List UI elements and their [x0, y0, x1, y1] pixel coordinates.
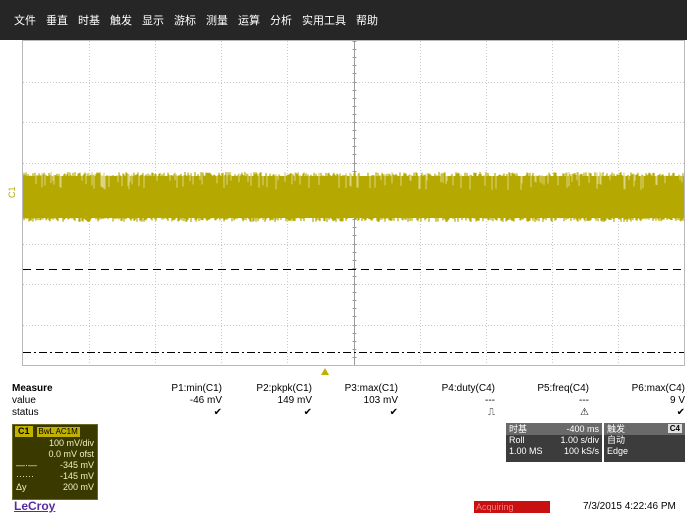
menu-vertical[interactable]: 垂直	[46, 14, 68, 27]
trigger-position-marker[interactable]	[321, 368, 329, 375]
cursor1-dashdot-icon: —·—	[16, 460, 37, 470]
trigger-title: 触发	[607, 424, 626, 434]
param-p5-status-icon: ⚠	[580, 407, 589, 418]
channel-tag: C1	[15, 426, 33, 437]
acquisition-status: Acquiring	[474, 501, 550, 513]
waveform-grid[interactable]	[22, 40, 685, 366]
status-row-label: status	[12, 407, 39, 418]
cursor1-value: -345 mV	[59, 460, 94, 470]
param-p2-name[interactable]: P2:pkpk(C1)	[256, 383, 312, 394]
trigger-descriptor[interactable]: 触发 C4 自动 Edge	[604, 423, 685, 462]
channel-coupling: BwL AC1M	[36, 426, 80, 437]
timebase-samples: 1.00 MS	[509, 446, 543, 456]
channel-offset: 0.0 mV ofst	[48, 449, 94, 459]
menu-file[interactable]: 文件	[14, 14, 36, 27]
menu-cursors[interactable]: 游标	[174, 14, 196, 27]
waveform-svg	[23, 41, 684, 365]
measure-title: Measure	[12, 383, 53, 394]
delta-value: 200 mV	[62, 482, 94, 492]
menu-display[interactable]: 显示	[142, 14, 164, 27]
channel-marker-c1: C1	[7, 186, 17, 198]
menu-utilities[interactable]: 实用工具	[302, 14, 346, 27]
menu-trigger[interactable]: 触发	[110, 14, 132, 27]
param-p2-value: 149 mV	[277, 395, 312, 406]
param-p1-value: -46 mV	[189, 395, 222, 406]
timebase-title: 时基	[509, 424, 528, 434]
param-p3-status-icon: ✔	[389, 407, 398, 418]
cursor2-value: -145 mV	[59, 471, 94, 481]
param-p1-name[interactable]: P1:min(C1)	[171, 383, 222, 394]
timebase-descriptor[interactable]: 时基 -400 ms Roll 1.00 s/div 1.00 MS 100 kS/s	[506, 423, 602, 462]
param-p5-name[interactable]: P5:freq(C4)	[537, 383, 589, 394]
menu-math[interactable]: 运算	[238, 14, 260, 27]
param-p3-value: 103 mV	[363, 395, 398, 406]
menu-measure[interactable]: 测量	[206, 14, 228, 27]
measure-table: Measure P1:min(C1) P2:pkpk(C1) P3:max(C1…	[12, 383, 685, 419]
param-p3-name[interactable]: P3:max(C1)	[344, 383, 398, 394]
cursor2-dotted-icon: ······	[16, 471, 34, 481]
timebase-rate: 100 kS/s	[563, 446, 599, 456]
param-p6-value: 9 V	[669, 395, 685, 406]
param-p4-value: ---	[485, 395, 495, 406]
channel-c1-descriptor[interactable]: C1 BwL AC1M 100 mV/div 0.0 mV ofst —·— -3…	[12, 424, 98, 500]
waveform-spikes	[35, 172, 683, 190]
timebase-delay: -400 ms	[566, 424, 599, 434]
timebase-mode: Roll	[509, 435, 525, 445]
param-p1-status-icon: ✔	[213, 407, 222, 418]
lecroy-logo: LeCroy	[14, 499, 56, 513]
delta-label: Δy	[16, 482, 27, 492]
timebase-tdiv: 1.00 s/div	[560, 435, 599, 445]
waveform-trace-c1	[23, 172, 684, 222]
param-p4-status-icon: ⎍	[488, 407, 495, 418]
menu-timebase[interactable]: 时基	[78, 14, 100, 27]
trigger-type: Edge	[607, 446, 629, 456]
param-p6-name[interactable]: P6:max(C4)	[631, 383, 685, 394]
menu-help[interactable]: 帮助	[356, 14, 378, 27]
param-p5-value: ---	[579, 395, 589, 406]
channel-vdiv: 100 mV/div	[48, 438, 94, 448]
trigger-mode: 自动	[607, 435, 626, 445]
value-row-label: value	[12, 395, 36, 406]
param-p2-status-icon: ✔	[303, 407, 312, 418]
trigger-source: C4	[667, 424, 682, 433]
menu-analysis[interactable]: 分析	[270, 14, 292, 27]
param-p4-name[interactable]: P4:duty(C4)	[441, 383, 495, 394]
date-time: 7/3/2015 4:22:46 PM	[583, 501, 676, 512]
param-p6-status-icon: ✔	[676, 407, 685, 418]
menu-bar: 文件 垂直 时基 触发 显示 游标 测量 运算 分析 实用工具 帮助	[0, 0, 687, 40]
